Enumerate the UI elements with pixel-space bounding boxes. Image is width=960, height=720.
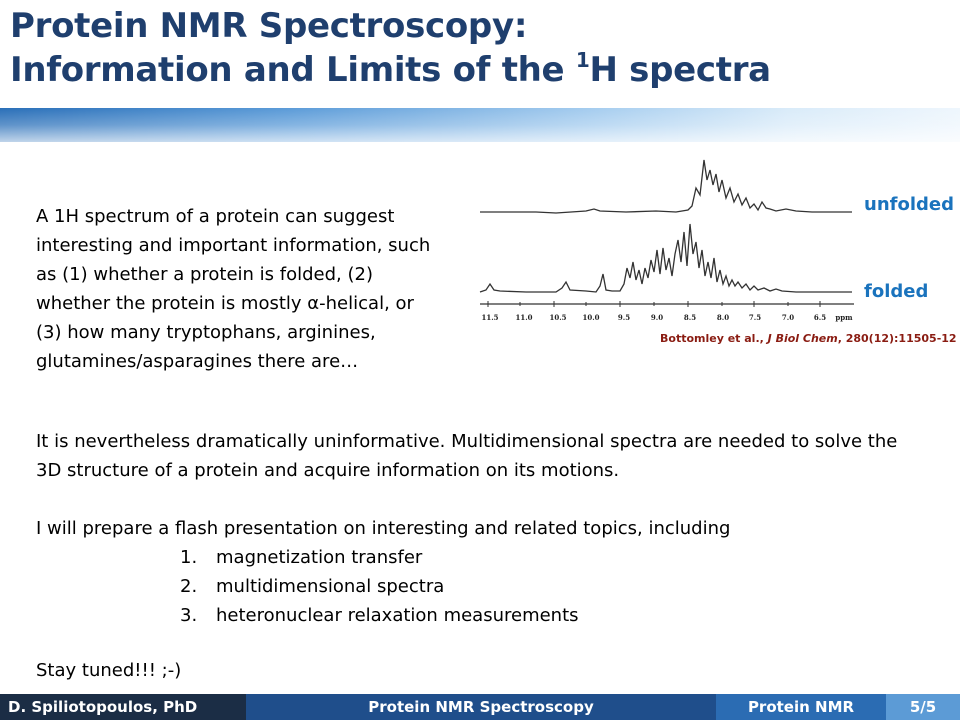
folded-spectrum-trace xyxy=(479,223,852,293)
title-superscript: 1 xyxy=(575,47,590,72)
tick-label: 8.5 xyxy=(684,313,696,322)
intro-paragraph: A 1H spectrum of a protein can suggest i… xyxy=(36,206,431,372)
citation-authors: Bottomley et al., xyxy=(660,332,768,345)
tick-label: 6.5 xyxy=(814,313,826,322)
list-item-text: magnetization transfer xyxy=(216,547,423,568)
axis-tick-marks xyxy=(487,301,821,307)
figure-citation: Bottomley et al., J Biol Chem, 280(12):1… xyxy=(660,332,957,345)
list-item-number: 1. xyxy=(180,547,198,568)
footer-presentation-title: Protein NMR Spectroscopy xyxy=(246,694,716,720)
folded-label: folded xyxy=(864,281,929,302)
list-item-text: heteronuclear relaxation measurements xyxy=(216,605,579,626)
citation-journal: J Biol Chem xyxy=(767,332,838,345)
axis-tick-labels: 11.5 11.0 10.5 10.0 9.5 9.0 8.5 8.0 7.5 … xyxy=(481,313,853,322)
tick-label: ppm xyxy=(835,313,853,322)
nmr-spectra-figure: 11.5 11.0 10.5 10.0 9.5 9.0 8.5 8.0 7.5 … xyxy=(476,150,860,330)
topics-list: 1. magnetization transfer 2. multidimensio… xyxy=(180,543,579,630)
closing-line: Stay tuned!!! ;-) xyxy=(36,660,182,681)
tick-label: 7.0 xyxy=(782,313,794,322)
slide-footer: D. Spiliotopoulos, PhD Protein NMR Spect… xyxy=(0,694,960,720)
list-item: 2. multidimensional spectra xyxy=(180,572,579,601)
tick-label: 11.5 xyxy=(481,313,498,322)
footer-author: D. Spiliotopoulos, PhD xyxy=(0,694,246,720)
slide-title: Protein NMR Spectroscopy: Information an… xyxy=(10,4,950,92)
unfolded-label: unfolded xyxy=(864,194,954,215)
footer-short-title: Protein NMR xyxy=(716,694,886,720)
uninformative-paragraph: It is nevertheless dramatically uninform… xyxy=(36,431,898,481)
tick-label: 11.0 xyxy=(515,313,532,322)
title-line-2-prefix: Information and Limits of the xyxy=(10,50,576,90)
list-item-number: 3. xyxy=(180,605,198,626)
title-gradient-bar xyxy=(0,108,960,142)
title-line-2-suffix: H spectra xyxy=(589,50,771,90)
footer-page-number: 5/5 xyxy=(886,694,960,720)
title-line-1: Protein NMR Spectroscopy: xyxy=(10,6,528,46)
list-item: 3. heteronuclear relaxation measurements xyxy=(180,601,579,630)
citation-details: , 280(12):11505-12 xyxy=(837,332,957,345)
unfolded-spectrum-trace xyxy=(480,159,852,214)
list-item-text: multidimensional spectra xyxy=(216,576,445,597)
tick-label: 8.0 xyxy=(717,313,729,322)
list-item: 1. magnetization transfer xyxy=(180,543,579,572)
tick-label: 7.5 xyxy=(749,313,761,322)
tick-label: 9.5 xyxy=(618,313,630,322)
tick-label: 9.0 xyxy=(651,313,663,322)
flash-presentation-paragraph: I will prepare a flash presentation on i… xyxy=(36,518,731,539)
list-item-number: 2. xyxy=(180,576,198,597)
nmr-spectra-image: 11.5 11.0 10.5 10.0 9.5 9.0 8.5 8.0 7.5 … xyxy=(479,159,854,322)
tick-label: 10.0 xyxy=(582,313,599,322)
tick-label: 10.5 xyxy=(549,313,566,322)
